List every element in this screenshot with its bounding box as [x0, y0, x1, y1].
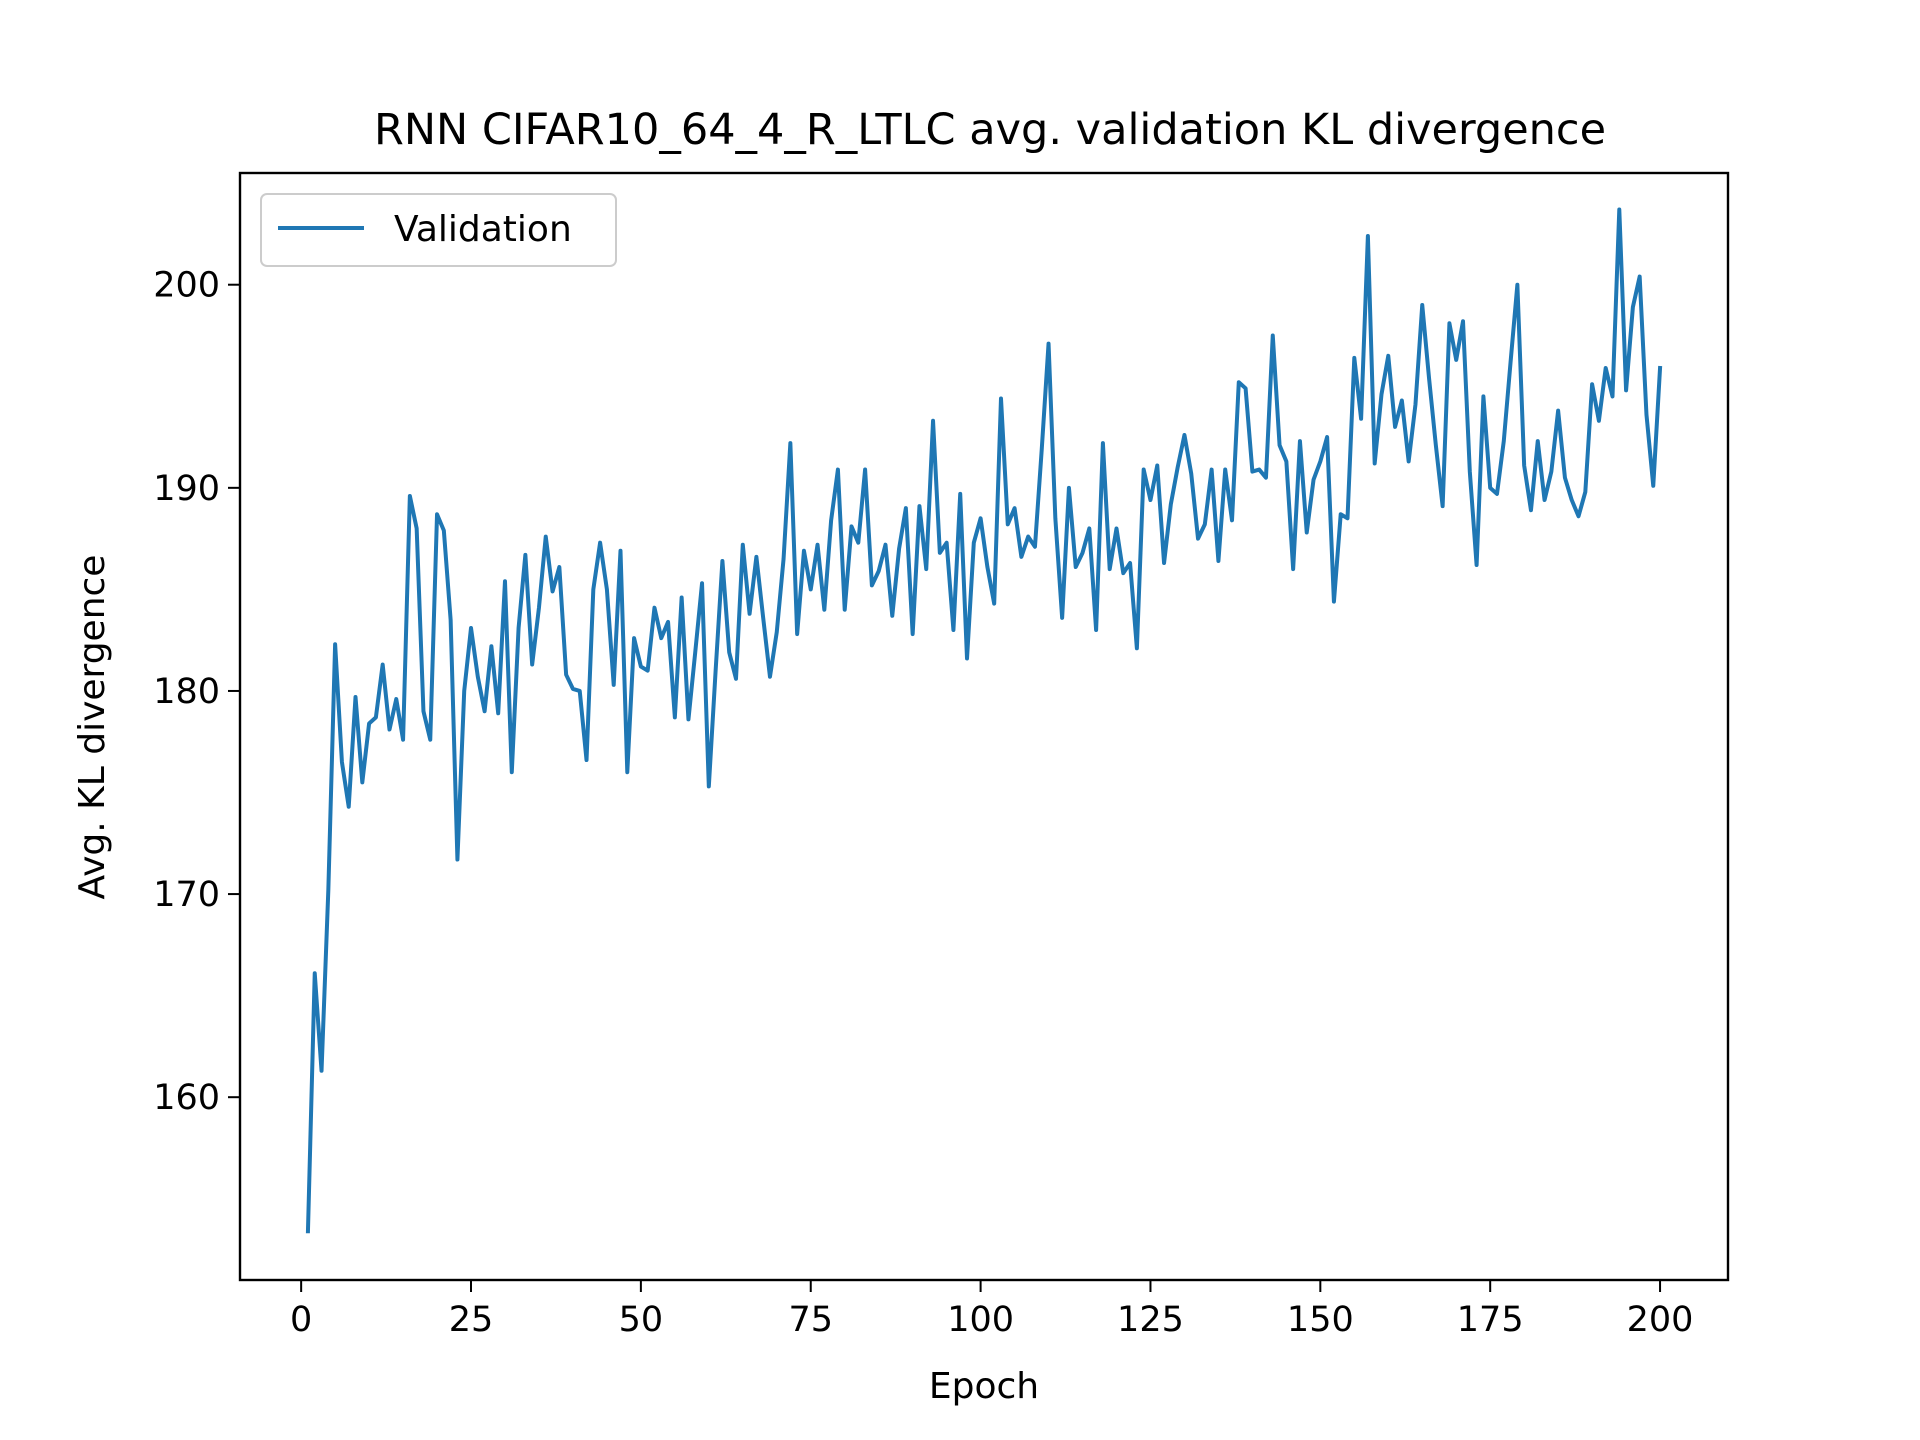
- x-axis: 0 25 50 75 100 125 150 175 200: [290, 1280, 1693, 1340]
- x-tick-label: 0: [290, 1300, 312, 1340]
- x-tick-label: 100: [947, 1300, 1014, 1340]
- plot-frame: [238, 171, 1730, 1282]
- x-tick-label: 50: [619, 1300, 664, 1340]
- x-tick-label: 200: [1627, 1300, 1694, 1340]
- y-tick-label: 200: [153, 266, 220, 306]
- y-tick-label: 180: [153, 672, 220, 712]
- series-layer: [305, 207, 1663, 1234]
- y-tick-label: 170: [153, 875, 220, 915]
- legend-label-validation: Validation: [394, 209, 572, 250]
- legend-frame: [260, 193, 617, 267]
- x-axis-label: Epoch: [929, 1366, 1039, 1407]
- series-line-validation: [305, 207, 1663, 1234]
- y-axis: 160 170 180 190 200: [153, 266, 240, 1118]
- y-axis-label: Avg. KL divergence: [72, 555, 113, 900]
- x-tick-label: 125: [1117, 1300, 1184, 1340]
- x-tick-label: 150: [1287, 1300, 1354, 1340]
- y-tick-label: 160: [153, 1078, 220, 1118]
- x-tick-label: 175: [1457, 1300, 1524, 1340]
- legend: Validation: [260, 193, 617, 267]
- x-tick-label: 75: [788, 1300, 833, 1340]
- chart-title: RNN CIFAR10_64_4_R_LTLC avg. validation …: [374, 105, 1606, 155]
- x-tick-label: 25: [449, 1300, 494, 1340]
- y-tick-label: 190: [153, 469, 220, 509]
